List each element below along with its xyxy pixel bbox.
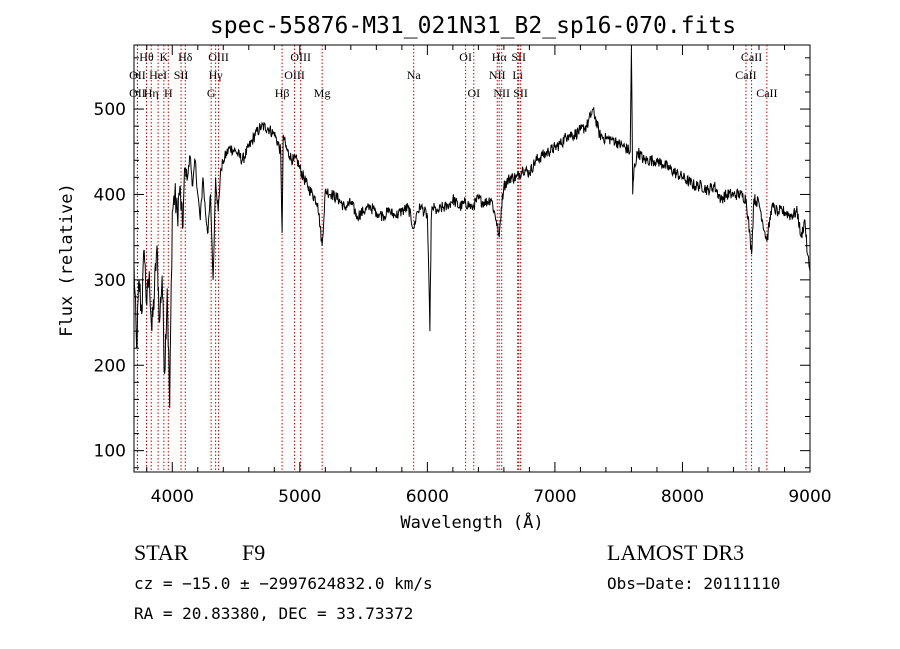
line-label-21: NII	[493, 86, 510, 100]
x-tick-label-6000: 6000	[406, 487, 449, 507]
line-label-10: Hγ	[209, 68, 224, 82]
chart-title: spec-55876-M31_021N31_B2_sp16-070.fits	[210, 13, 736, 39]
y-axis-label: Flux (relative)	[57, 183, 77, 337]
line-label-24: SII	[513, 86, 528, 100]
x-tick-label-9000: 9000	[788, 487, 831, 507]
line-label-16: Na	[407, 68, 422, 82]
survey-name: LAMOST DR3	[607, 540, 745, 565]
x-tick-label-8000: 8000	[661, 487, 704, 507]
line-label-0: Hθ	[139, 50, 154, 64]
y-tick-label-400: 400	[94, 185, 126, 205]
line-label-2: OII	[129, 86, 146, 100]
line-label-11: G	[207, 86, 216, 100]
line-label-14: Hβ	[275, 86, 290, 100]
line-label-3: K	[160, 50, 169, 64]
line-label-13: OIII	[284, 68, 305, 82]
line-label-22: SII	[511, 50, 526, 64]
x-tick-label-4000: 4000	[151, 487, 194, 507]
line-label-17: OI	[459, 50, 472, 64]
redshift-readout: cz = −15.0 ± −2997624832.0 km/s	[134, 574, 433, 593]
line-label-18: OI	[467, 86, 480, 100]
line-label-8: H	[164, 86, 173, 100]
line-label-19: Hα	[492, 50, 508, 64]
y-tick-label-200: 200	[94, 356, 126, 376]
y-tick-label-300: 300	[94, 271, 126, 291]
line-label-20: NII	[489, 68, 506, 82]
subclass: F9	[242, 540, 266, 565]
spectrum-polyline	[133, 49, 811, 408]
plot-frame	[133, 44, 811, 473]
line-label-7: SII	[174, 68, 189, 82]
object-class: STAR	[134, 540, 189, 565]
coordinates: RA = 20.83380, DEC = 33.73372	[134, 604, 414, 623]
line-label-9: OIII	[208, 50, 229, 64]
obs-date: Obs−Date: 20111110	[607, 574, 781, 593]
line-label-5: Hη	[144, 86, 159, 100]
line-label-26: CaII	[735, 68, 756, 82]
x-tick-label-7000: 7000	[533, 487, 576, 507]
x-axis-label: Wavelength (Å)	[400, 511, 543, 533]
line-label-12: OIII	[290, 50, 311, 64]
line-label-23: Li	[512, 68, 523, 82]
line-label-25: CaII	[741, 50, 762, 64]
y-axis: 100 200 300 400 500	[94, 57, 810, 469]
x-axis: 4000 5000 6000 7000 8000 9000	[146, 45, 832, 507]
line-label-4: HeI	[149, 68, 167, 82]
line-markers: HθOIIOIIKHeIHηHδSIIHOIIIHγGOIIIOIIIHβMgN…	[129, 45, 778, 472]
x-tick-label-5000: 5000	[278, 487, 321, 507]
spectrum-line	[133, 49, 811, 408]
y-tick-label-100: 100	[94, 442, 126, 462]
line-label-27: CaII	[756, 86, 777, 100]
line-label-6: Hδ	[178, 50, 193, 64]
y-tick-label-500: 500	[94, 100, 126, 120]
line-label-15: Mg	[314, 86, 331, 100]
